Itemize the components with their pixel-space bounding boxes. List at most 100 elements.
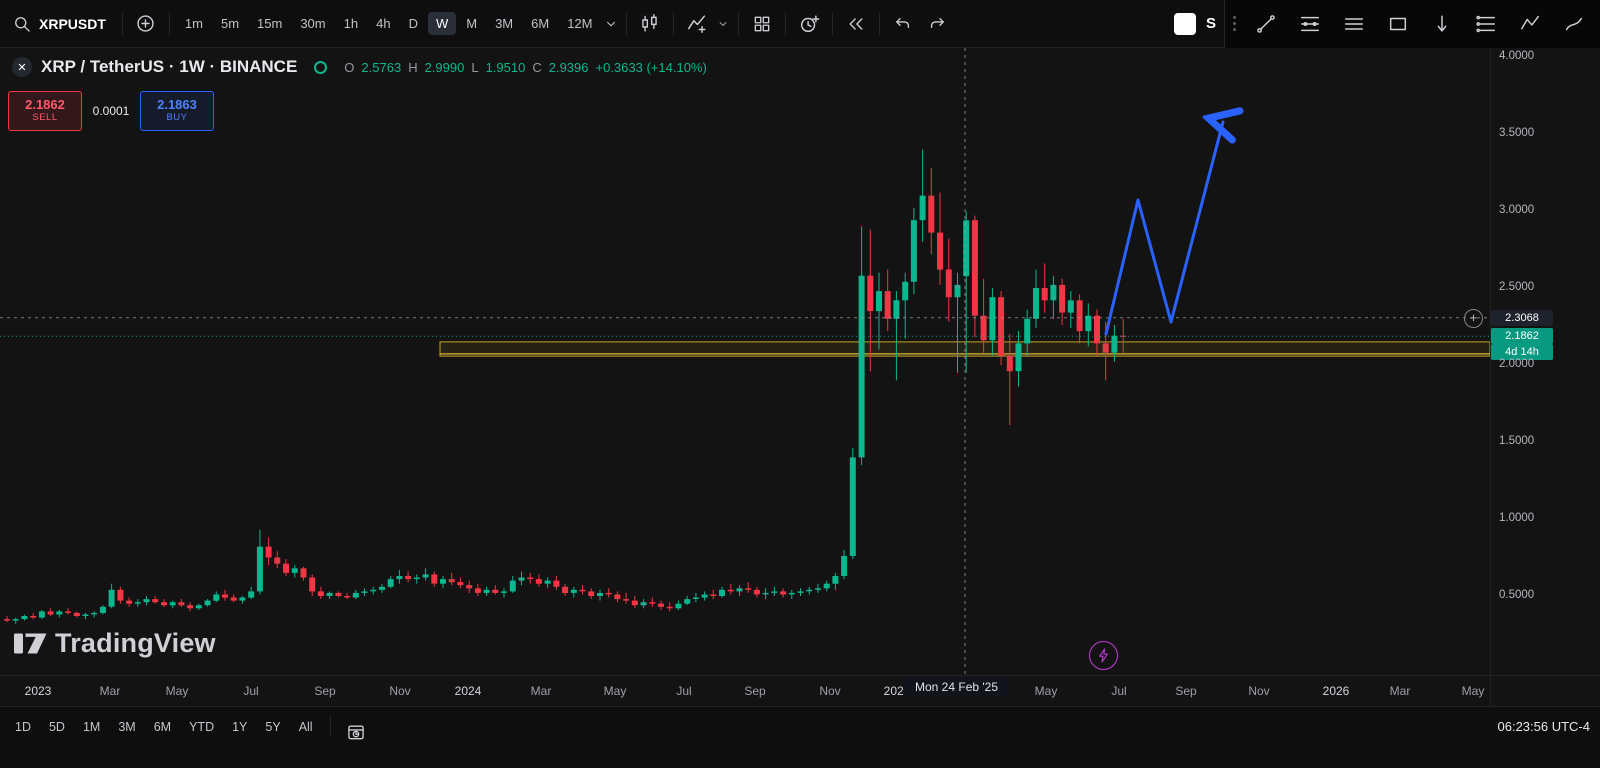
grid-layout-icon [754,16,769,31]
gann-lines-icon [1476,15,1495,32]
redo-arrow-icon [930,17,944,28]
gann-lines-tool[interactable] [1464,0,1508,48]
price-scale[interactable]: 2.3068 2.1862 4d 14h 4.0000 3.5000 3.0000 2… [1490,48,1600,706]
price-tick-label: 2.0000 [1499,358,1535,370]
range-5D[interactable]: 5D [48,720,65,734]
time-tick-label: Nov [819,684,841,698]
high-label: H [408,59,418,75]
plus-circle-icon [137,15,155,32]
market-status-icon[interactable] [314,60,328,74]
save-label[interactable]: S [1205,15,1216,32]
compare-add-button[interactable] [129,7,163,41]
ohlc-values: O 2.5763 H 2.9990 L 1.9510 C 2.9396 +0.3633 … [344,60,707,75]
interval-12M[interactable]: 12M [567,16,593,31]
high-value: 2.9990 [424,59,465,75]
brush-tool[interactable] [1552,0,1596,48]
time-tick-label: Jul [243,684,259,698]
interval-5m[interactable]: 5m [220,16,240,31]
rectangle-tool[interactable] [1376,0,1420,48]
time-axis[interactable]: 2023 Mar May Jul Sep Nov 2024 Mar May Jul Sep Nov 20… [0,675,1600,707]
layout-grid-button[interactable] [745,7,779,41]
tradingview-watermark: TradingView [14,628,216,659]
sell-label: SELL [32,112,58,123]
alert-clock-icon [800,14,819,32]
create-alert-button[interactable] [792,7,826,41]
undo-button[interactable] [886,7,920,41]
time-tick-label: 2025 [883,684,911,698]
elliott-wave-tool[interactable] [1508,0,1552,48]
time-tick-label: Jul [1111,684,1127,698]
crosshair-price-badge: 2.3068 [1491,309,1553,326]
interval-3M[interactable]: 3M [495,16,514,31]
indicator-templates-button[interactable] [714,7,732,41]
range-1D[interactable]: 1D [15,720,31,734]
interval-1m[interactable]: 1m [184,16,203,31]
interval-30m[interactable]: 30m [300,16,326,31]
add-alert-plus-icon[interactable]: + [1464,308,1483,328]
interval-menu-button[interactable] [602,7,620,41]
bottom-toolbar: 1D 5D 1M 3M 6M YTD 1Y 5Y All 06:23:56 UTC-4 [0,706,1600,768]
range-3M[interactable]: 3M [118,720,136,734]
spread-value: 0.0001 [92,104,130,118]
range-1M[interactable]: 1M [82,720,101,734]
last-price-badge: 2.1862 [1491,328,1553,345]
clock-utc[interactable]: 06:23:56 UTC-4 [1497,719,1591,734]
price-marker-tool[interactable] [1420,0,1464,48]
price-tick-label: 1.5000 [1499,435,1535,447]
fib-retracement-icon [1301,16,1319,31]
time-tick-label: Nov [1248,684,1270,698]
crosshair-date-tooltip: Mon 24 Feb '25 [904,677,1010,697]
interval-4h[interactable]: 4h [376,16,391,31]
interval-buttons: 1m 5m 15m 30m 1h 4h D W M 3M 6M 12M [176,12,602,35]
white-square-icon[interactable] [1173,12,1196,35]
price-tick-label: 0.5000 [1499,589,1535,601]
chart-style-button[interactable] [633,7,667,41]
time-tick-label: Mar [530,684,552,698]
goto-date-button[interactable] [339,715,373,749]
toolbar-divider [672,12,674,35]
chevron-down-icon [719,21,726,26]
range-All[interactable]: All [298,720,313,734]
interval-M[interactable]: M [466,16,478,31]
indicators-button[interactable] [680,7,714,41]
interval-15m[interactable]: 15m [257,16,283,31]
candlestick-style-icon [642,14,657,32]
sell-price: 2.1862 [25,97,65,113]
chevron-down-icon [606,21,615,26]
interval-D[interactable]: D [408,16,418,31]
bar-replay-button[interactable] [839,7,873,41]
range-1Y[interactable]: 1Y [232,720,248,734]
close-label: C [532,59,542,75]
watermark-text: TradingView [55,628,216,658]
tradingview-logo-icon [14,633,47,654]
buy-button[interactable]: 2.1863 BUY [140,91,214,131]
interval-W[interactable]: W [427,12,457,35]
vertical-arrow-icon [1437,14,1447,32]
brush-icon [1565,17,1583,30]
range-5Y[interactable]: 5Y [265,720,281,734]
time-tick-label: May [165,684,189,698]
replay-rewind-icon [849,17,862,30]
top-toolbar: XRPUSDT 1m 5m 15m 30m 1h 4h D W M 3M 6M 12M [0,0,1600,48]
symbol-title[interactable]: XRP / TetherUS · 1W · BINANCE [41,57,298,76]
price-tick-label: 3.5000 [1499,127,1535,139]
price-tick-label: 4.0000 [1499,50,1535,62]
drag-handle-icon[interactable] [1233,16,1236,31]
interval-6M[interactable]: 6M [531,16,550,31]
lightning-mode-button[interactable] [1089,641,1118,670]
symbol-search-button[interactable]: XRPUSDT [8,14,116,34]
redo-button[interactable] [920,7,954,41]
range-YTD[interactable]: YTD [189,720,215,734]
time-tick-label: 2023 [24,684,52,698]
sell-button[interactable]: 2.1862 SELL [8,91,82,131]
trend-line-icon [1257,14,1275,33]
toolbar-divider [168,12,170,35]
range-6M[interactable]: 6M [153,720,172,734]
interval-1h[interactable]: 1h [343,16,359,31]
fib-retracement-tool[interactable] [1288,0,1332,48]
horizontal-lines-tool[interactable] [1332,0,1376,48]
trend-line-tool[interactable] [1244,0,1288,48]
time-tick-label: Sep [744,684,766,698]
drawing-toolbar [1224,0,1600,48]
